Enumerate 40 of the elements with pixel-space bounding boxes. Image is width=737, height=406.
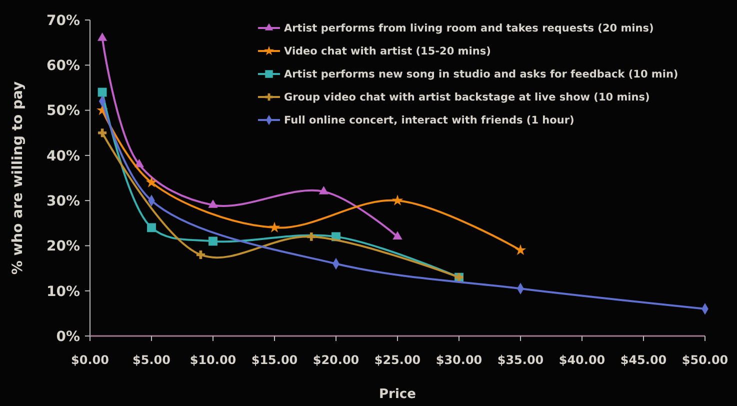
point bbox=[307, 232, 316, 241]
point bbox=[318, 186, 329, 194]
x-tick-label: $25.00 bbox=[374, 353, 421, 367]
point bbox=[208, 200, 218, 208]
y-tick-label: 40% bbox=[46, 148, 80, 164]
legend-label: Artist performs from living room and takes requests (20 mins) bbox=[284, 22, 654, 35]
y-tick-label: 50% bbox=[46, 103, 80, 120]
x-tick-label: $0.00 bbox=[71, 353, 109, 367]
point bbox=[514, 244, 526, 256]
x-tick-label: $15.00 bbox=[251, 353, 298, 367]
x-tick-label: $45.00 bbox=[620, 353, 667, 367]
y-tick-label: 0% bbox=[56, 328, 80, 345]
x-tick-label: $30.00 bbox=[436, 353, 482, 367]
x-axis-title: Price bbox=[379, 387, 416, 402]
point bbox=[98, 88, 107, 97]
point bbox=[196, 250, 205, 259]
y-tick-label: 20% bbox=[46, 238, 80, 255]
y-tick-label: 30% bbox=[46, 193, 80, 210]
x-tick-label: $20.00 bbox=[312, 353, 360, 367]
point bbox=[98, 128, 107, 138]
legend-label: Full online concert, interact with friends (1 hour) bbox=[284, 114, 574, 127]
point bbox=[392, 194, 404, 206]
y-tick-label: 10% bbox=[46, 284, 80, 300]
legend-label: Group video chat with artist backstage at live show (10 mins) bbox=[284, 92, 650, 104]
legend-label: Video chat with artist (15-20 mins) bbox=[284, 46, 491, 58]
point bbox=[208, 236, 218, 246]
x-tick-label: $10.00 bbox=[190, 353, 236, 367]
x-tick-label: $35.00 bbox=[497, 353, 544, 367]
point bbox=[268, 222, 280, 232]
y-tick-label: 70% bbox=[46, 12, 80, 29]
y-axis-title: % who are willing to pay bbox=[10, 81, 26, 275]
x-tick-label: $40.00 bbox=[558, 353, 606, 367]
point bbox=[97, 32, 108, 41]
point bbox=[146, 176, 158, 188]
y-tick-label: 60% bbox=[46, 58, 80, 74]
legend-label: Artist performs new song in studio and asks for feedback (10 min) bbox=[284, 68, 678, 81]
point bbox=[392, 231, 402, 240]
x-tick-label: $50.00 bbox=[682, 353, 728, 367]
point bbox=[147, 223, 156, 232]
x-tick-label: $5.00 bbox=[132, 353, 170, 367]
